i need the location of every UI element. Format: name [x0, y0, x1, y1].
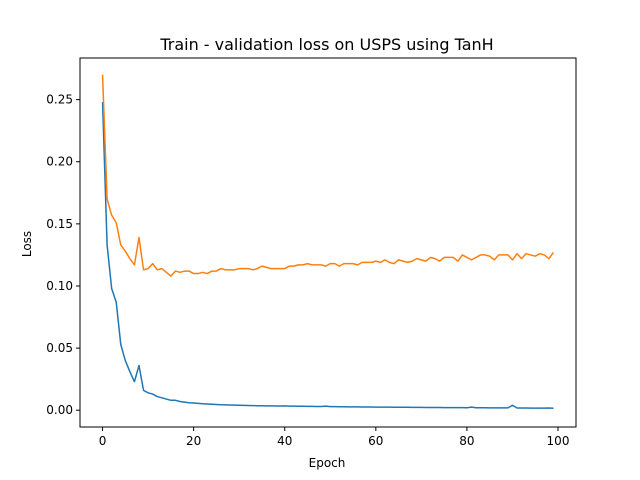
- y-tick-label: 0.05: [46, 341, 73, 355]
- x-tick-label: 100: [547, 434, 570, 448]
- y-tick-label: 0.15: [46, 217, 73, 231]
- chart-title: Train - validation loss on USPS using Ta…: [159, 35, 493, 54]
- x-tick-label: 0: [99, 434, 107, 448]
- y-tick-label: 0.20: [46, 155, 73, 169]
- x-tick-label: 60: [368, 434, 383, 448]
- validation-loss-line: [101, 74, 555, 277]
- x-axis-label: Epoch: [309, 456, 346, 470]
- train-loss-line: [101, 102, 554, 409]
- y-tick-label: 0.00: [46, 403, 73, 417]
- x-tick-label: 40: [277, 434, 292, 448]
- plot-frame: [79, 57, 577, 428]
- y-tick-label: 0.25: [46, 93, 73, 107]
- y-tick-label: 0.10: [46, 279, 73, 293]
- series-layer: [101, 74, 555, 409]
- y-axis-label: Loss: [20, 231, 34, 257]
- x-tick-label: 80: [459, 434, 474, 448]
- x-tick-label: 20: [186, 434, 201, 448]
- axis-ticks: 0 20 40 60 80 100 0.00 0.05 0.10 0.15 0.20 0.25: [46, 93, 569, 448]
